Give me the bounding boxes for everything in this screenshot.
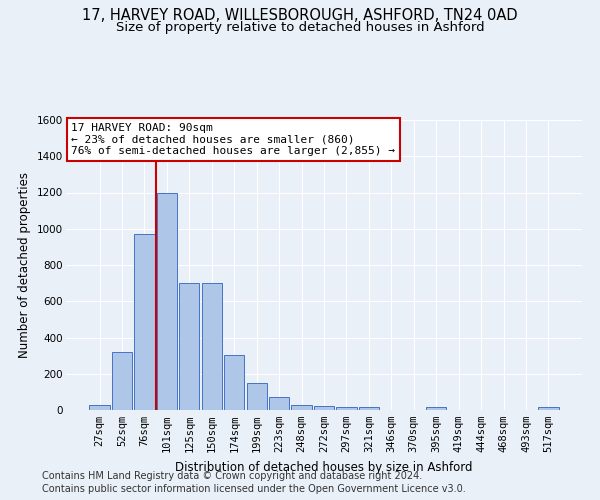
Bar: [112, 352, 132, 410]
Bar: [426, 408, 446, 410]
X-axis label: Distribution of detached houses by size in Ashford: Distribution of detached houses by size …: [175, 460, 473, 473]
Bar: [247, 383, 267, 410]
Bar: [202, 283, 222, 410]
Text: Size of property relative to detached houses in Ashford: Size of property relative to detached ho…: [116, 21, 484, 34]
Bar: [269, 398, 289, 410]
Bar: [314, 406, 334, 410]
Bar: [292, 404, 311, 410]
Bar: [337, 408, 356, 410]
Bar: [157, 192, 177, 410]
Text: 17 HARVEY ROAD: 90sqm
← 23% of detached houses are smaller (860)
76% of semi-det: 17 HARVEY ROAD: 90sqm ← 23% of detached …: [71, 123, 395, 156]
Bar: [538, 408, 559, 410]
Text: 17, HARVEY ROAD, WILLESBOROUGH, ASHFORD, TN24 0AD: 17, HARVEY ROAD, WILLESBOROUGH, ASHFORD,…: [82, 8, 518, 22]
Y-axis label: Number of detached properties: Number of detached properties: [19, 172, 31, 358]
Text: Contains HM Land Registry data © Crown copyright and database right 2024.: Contains HM Land Registry data © Crown c…: [42, 471, 422, 481]
Bar: [359, 408, 379, 410]
Text: Contains public sector information licensed under the Open Government Licence v3: Contains public sector information licen…: [42, 484, 466, 494]
Bar: [179, 283, 199, 410]
Bar: [134, 234, 155, 410]
Bar: [89, 404, 110, 410]
Bar: [224, 354, 244, 410]
